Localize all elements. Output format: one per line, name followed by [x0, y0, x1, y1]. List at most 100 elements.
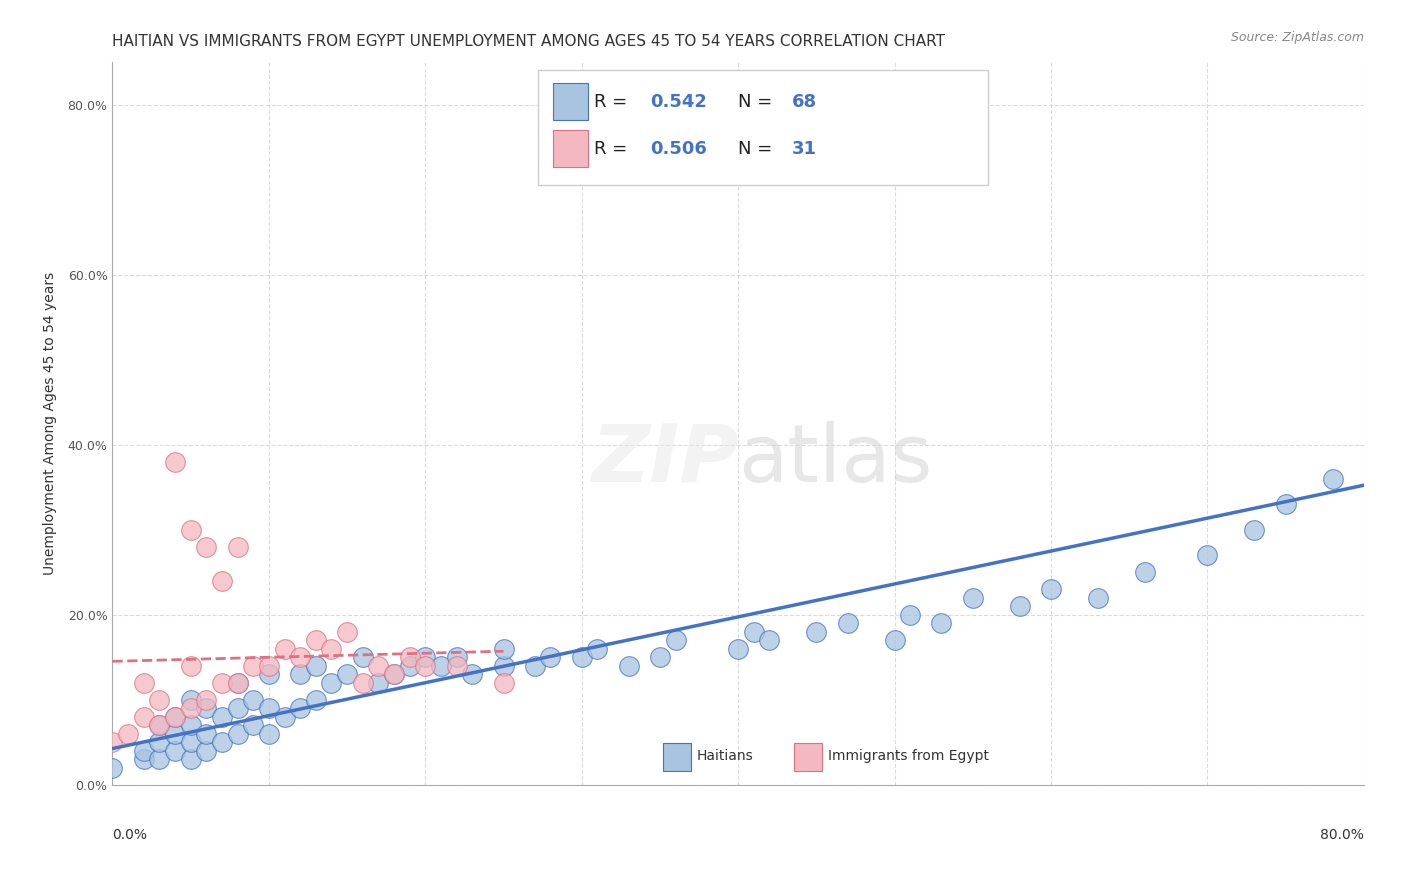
Point [211, 710, 233, 724]
Point [257, 727, 280, 741]
Point [415, 659, 437, 673]
Text: HAITIAN VS IMMIGRANTS FROM EGYPT UNEMPLOYMENT AMONG AGES 45 TO 54 YEARS CORRELAT: HAITIAN VS IMMIGRANTS FROM EGYPT UNEMPLO… [112, 34, 945, 49]
Text: N =: N = [738, 93, 778, 112]
Point [321, 676, 343, 690]
Point [273, 710, 295, 724]
Point [257, 659, 280, 673]
Point [1087, 591, 1109, 605]
Point [148, 718, 170, 732]
Text: 31: 31 [792, 140, 817, 158]
Point [571, 650, 593, 665]
Point [415, 650, 437, 665]
Text: R =: R = [595, 93, 633, 112]
Point [367, 676, 389, 690]
FancyBboxPatch shape [553, 83, 588, 120]
Text: Immigrants from Egypt: Immigrants from Egypt [828, 749, 990, 763]
Point [931, 616, 953, 631]
Point [163, 727, 186, 741]
Point [242, 693, 264, 707]
Text: 0.542: 0.542 [651, 93, 707, 112]
Point [758, 633, 780, 648]
Point [148, 752, 170, 766]
Point [1384, 140, 1406, 154]
Point [211, 735, 233, 749]
Point [352, 676, 374, 690]
Point [163, 710, 186, 724]
Point [492, 642, 515, 657]
Point [195, 701, 218, 715]
Point [273, 642, 295, 657]
Text: Source: ZipAtlas.com: Source: ZipAtlas.com [1230, 31, 1364, 45]
FancyBboxPatch shape [664, 743, 690, 771]
Point [664, 633, 686, 648]
Point [226, 727, 249, 741]
Point [132, 752, 155, 766]
Text: 68: 68 [792, 93, 817, 112]
Point [1039, 582, 1063, 597]
Point [195, 540, 218, 554]
Point [195, 727, 218, 741]
Point [962, 591, 984, 605]
Point [180, 718, 202, 732]
Point [180, 735, 202, 749]
Point [148, 693, 170, 707]
Point [101, 761, 124, 775]
Text: atlas: atlas [738, 421, 932, 499]
Point [305, 693, 328, 707]
Point [290, 701, 312, 715]
Text: N =: N = [738, 140, 778, 158]
Point [398, 659, 420, 673]
Point [242, 659, 264, 673]
Point [1243, 523, 1265, 537]
Point [117, 727, 139, 741]
Point [382, 667, 405, 681]
Point [1133, 566, 1156, 580]
Point [163, 744, 186, 758]
Point [226, 676, 249, 690]
Point [195, 693, 218, 707]
FancyBboxPatch shape [553, 129, 588, 167]
Point [290, 650, 312, 665]
Point [1274, 498, 1296, 512]
Point [382, 667, 405, 681]
Point [446, 659, 468, 673]
Point [336, 624, 359, 639]
Point [727, 642, 749, 657]
Point [226, 676, 249, 690]
Point [617, 659, 640, 673]
Point [195, 744, 218, 758]
Point [163, 455, 186, 469]
Point [806, 624, 828, 639]
Point [242, 718, 264, 732]
Point [898, 607, 921, 622]
Point [211, 676, 233, 690]
Point [540, 650, 562, 665]
Point [101, 735, 124, 749]
Point [226, 540, 249, 554]
Point [226, 701, 249, 715]
Point [180, 701, 202, 715]
Point [257, 667, 280, 681]
FancyBboxPatch shape [794, 743, 823, 771]
Point [180, 659, 202, 673]
Point [321, 642, 343, 657]
Point [461, 667, 484, 681]
Text: R =: R = [595, 140, 633, 158]
Point [648, 650, 671, 665]
Point [305, 633, 328, 648]
Point [492, 676, 515, 690]
Point [1322, 472, 1344, 486]
Point [180, 693, 202, 707]
Point [492, 659, 515, 673]
Point [742, 624, 765, 639]
Point [305, 659, 328, 673]
Point [180, 752, 202, 766]
Point [352, 650, 374, 665]
Point [367, 659, 389, 673]
Point [1197, 549, 1219, 563]
Point [523, 659, 546, 673]
Point [586, 642, 609, 657]
Y-axis label: Unemployment Among Ages 45 to 54 years: Unemployment Among Ages 45 to 54 years [42, 272, 56, 575]
FancyBboxPatch shape [538, 70, 988, 186]
Point [163, 710, 186, 724]
